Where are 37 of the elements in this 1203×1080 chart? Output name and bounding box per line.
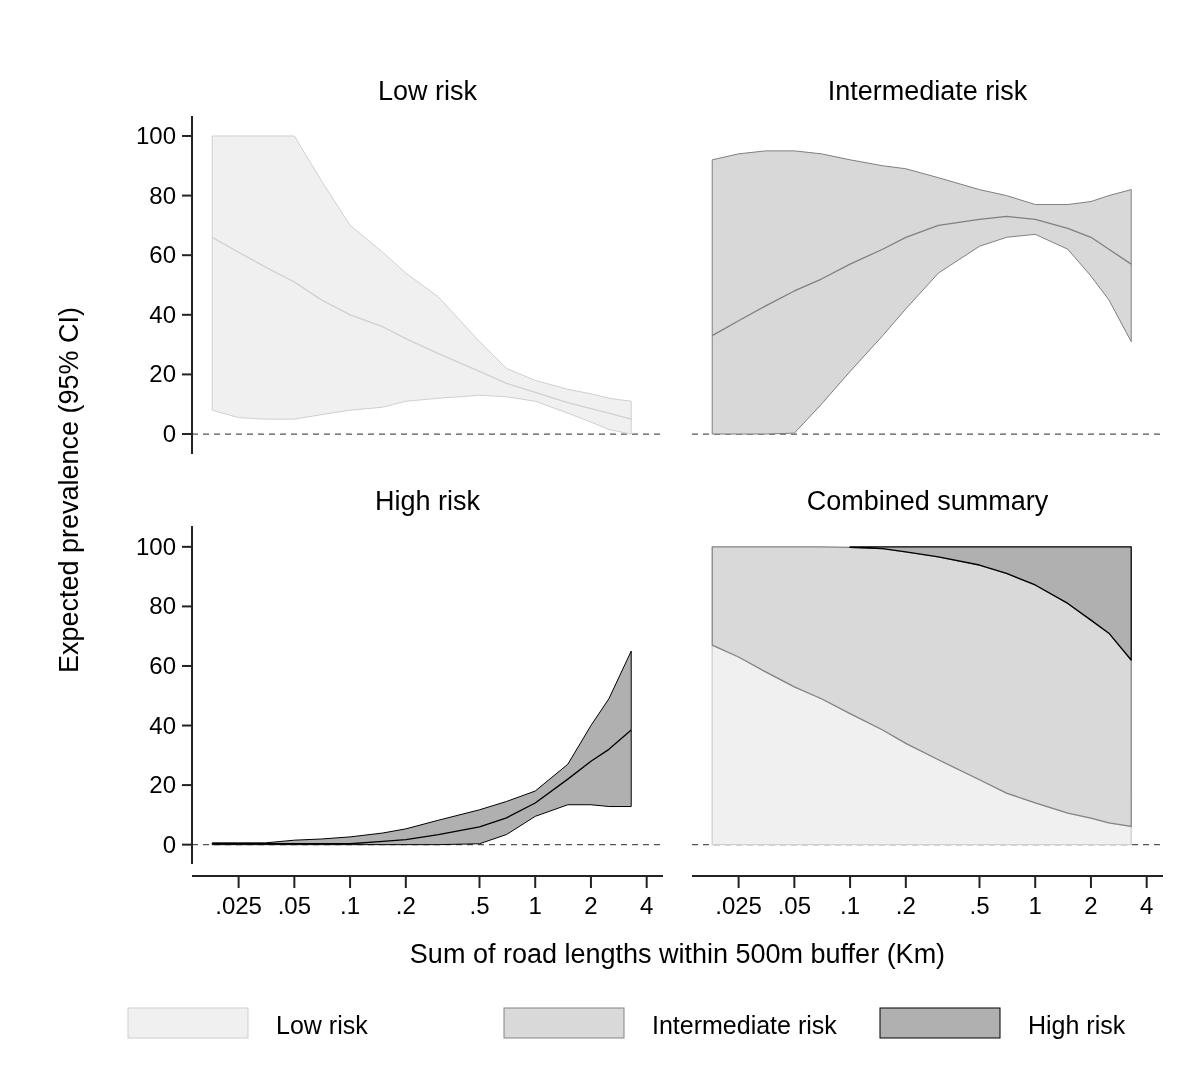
legend-label: Intermediate risk <box>652 1011 838 1039</box>
x-tick-label: .05 <box>777 892 812 919</box>
x-tick-label: 1 <box>1028 892 1042 919</box>
y-tick-label: 60 <box>149 651 176 679</box>
x-tick-label: 2 <box>584 892 598 919</box>
legend-label: Low risk <box>276 1011 369 1039</box>
chart-title: Low risk <box>377 76 478 106</box>
y-tick-label: 20 <box>149 360 176 388</box>
x-tick-label: .025 <box>215 892 262 919</box>
y-tick-label: 100 <box>135 532 176 560</box>
y-tick-label: 80 <box>149 181 176 209</box>
chart-title: Intermediate risk <box>827 76 1028 106</box>
legend-label: High risk <box>1028 1011 1126 1039</box>
y-tick-label: 20 <box>149 771 176 799</box>
y-axis-title: Expected prevalence (95% CI) <box>54 306 84 674</box>
x-tick-label: .5 <box>469 892 490 919</box>
chart-title: Combined summary <box>806 486 1049 516</box>
chart-title: High risk <box>374 486 481 516</box>
x-tick-label: .1 <box>840 892 861 919</box>
y-tick-label: 40 <box>149 300 176 328</box>
y-tick-label: 0 <box>162 830 176 858</box>
x-tick-label: .1 <box>340 892 361 919</box>
x-axis-title: Sum of road lengths within 500m buffer (Km) <box>409 939 946 969</box>
x-tick-label: 4 <box>1140 892 1154 919</box>
y-tick-label: 80 <box>149 592 176 620</box>
x-tick-label: .2 <box>395 892 416 919</box>
x-tick-label: .05 <box>277 892 312 919</box>
y-tick-label: 0 <box>162 420 176 448</box>
y-tick-label: 60 <box>149 241 176 269</box>
x-tick-label: 4 <box>640 892 654 919</box>
y-tick-label: 100 <box>135 121 176 149</box>
x-tick-label: 1 <box>528 892 542 919</box>
x-tick-label: .025 <box>715 892 762 919</box>
x-tick-label: 2 <box>1084 892 1098 919</box>
x-tick-label: .2 <box>895 892 916 919</box>
x-tick-label: .5 <box>969 892 990 919</box>
y-tick-label: 40 <box>149 711 176 739</box>
